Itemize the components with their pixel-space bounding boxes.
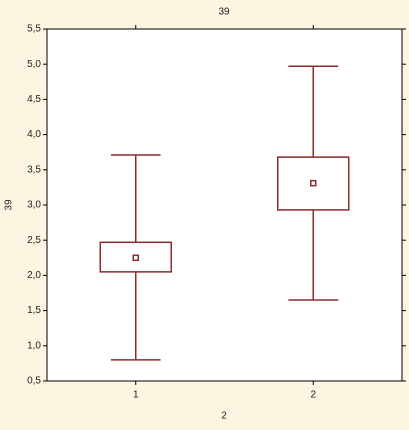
y-tick-label: 2,5 [27, 235, 41, 246]
y-tick-label: 3,0 [27, 200, 41, 211]
y-tick-label: 5,5 [27, 24, 41, 35]
y-tick-label: 2,0 [27, 270, 41, 281]
y-tick-label: 1,5 [27, 305, 41, 316]
y-axis-label: 39 [4, 199, 15, 211]
mean-marker [132, 254, 139, 262]
x-tick-label: 1 [133, 390, 139, 401]
y-tick-label: 3,5 [27, 164, 41, 175]
box [277, 156, 350, 211]
x-tick-label: 2 [310, 390, 316, 401]
y-tick-label: 4,5 [27, 94, 41, 105]
y-tick-label: 5,0 [27, 59, 41, 70]
x-axis-label: 2 [221, 411, 227, 422]
y-tick-label: 1,0 [27, 340, 41, 351]
chart-title: 39 [218, 7, 230, 18]
y-tick-label: 0,5 [27, 376, 41, 387]
y-tick-label: 4,0 [27, 129, 41, 140]
mean-marker [310, 179, 317, 187]
